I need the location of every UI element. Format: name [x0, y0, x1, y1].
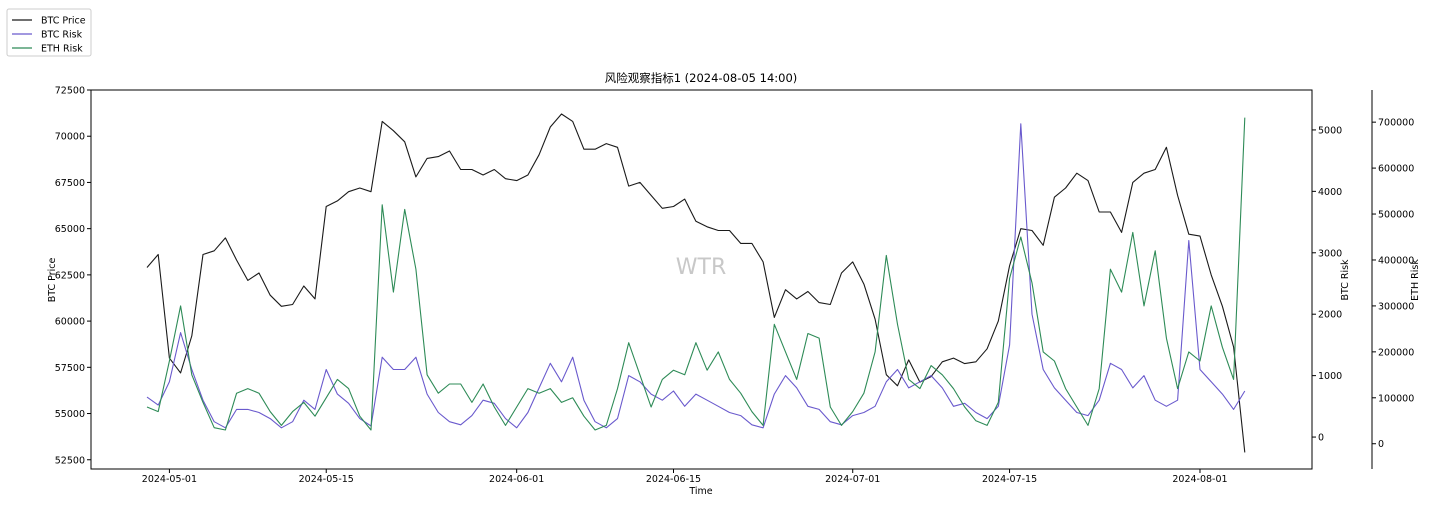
eth-risk-axis-ticks: 0 100000 200000 300000 400000 500000 600000 700… — [1372, 118, 1414, 450]
left-axis-tick-label: 70000 — [55, 132, 85, 143]
x-axis-ticks: 2024-05-01 2024-05-15 2024-06-01 2024-06-15… — [142, 469, 1228, 485]
legend-label-eth-risk: ETH Risk — [41, 44, 83, 55]
left-axis-tick-label: 62500 — [55, 270, 85, 281]
x-tick-label: 2024-07-01 — [825, 474, 880, 485]
left-axis-tick-label: 67500 — [55, 178, 85, 189]
left-axis-tick-label: 72500 — [55, 86, 85, 97]
btc-risk-axis-ticks: 0 1000 2000 3000 4000 5000 — [1312, 125, 1342, 444]
plot-frame — [90, 89, 1313, 470]
btc-risk-axis-tick-label: 1000 — [1318, 371, 1342, 382]
eth-risk-axis-tick-label: 500000 — [1378, 210, 1414, 221]
btc-risk-axis-tick-label: 2000 — [1318, 310, 1342, 321]
legend-label-btc-risk: BTC Risk — [41, 30, 83, 41]
left-axis-label: BTC Price — [47, 258, 58, 303]
x-tick-label: 2024-05-15 — [299, 474, 354, 485]
chart-title: 风险观察指标1 (2024-08-05 14:00) — [605, 71, 798, 85]
x-tick-label: 2024-07-15 — [982, 474, 1037, 485]
left-axis-tick-label: 55000 — [55, 409, 85, 420]
btc-risk-axis-tick-label: 4000 — [1318, 187, 1342, 198]
watermark: WTR — [676, 255, 726, 280]
x-tick-label: 2024-05-01 — [142, 474, 197, 485]
eth-risk-axis-tick-label: 0 — [1378, 439, 1384, 450]
left-axis-tick-label: 60000 — [55, 317, 85, 328]
legend-box — [6, 8, 92, 57]
chart-legend: BTC Price BTC Risk ETH Risk — [6, 8, 92, 57]
left-axis-ticks: 52500 55000 57500 60000 62500 65000 67500 70000… — [55, 86, 91, 466]
left-axis-tick-label: 57500 — [55, 363, 85, 374]
btc-risk-axis-tick-label: 0 — [1318, 433, 1324, 444]
left-axis-tick-label: 65000 — [55, 224, 85, 235]
eth-risk-axis-tick-label: 200000 — [1378, 347, 1414, 358]
series-layer — [146, 113, 1246, 453]
legend-label-btc-price: BTC Price — [41, 16, 86, 27]
x-tick-label: 2024-06-15 — [646, 474, 701, 485]
eth-risk-axis-tick-label: 100000 — [1378, 393, 1414, 404]
eth-risk-axis-label: ETH Risk — [1410, 259, 1421, 301]
series-line-btc-price — [146, 113, 1246, 453]
left-axis-tick-label: 52500 — [55, 455, 85, 466]
eth-risk-axis-tick-label: 300000 — [1378, 301, 1414, 312]
series-line-btc-risk — [146, 123, 1246, 429]
x-tick-label: 2024-06-01 — [489, 474, 544, 485]
eth-risk-axis-tick-label: 400000 — [1378, 255, 1414, 266]
btc-risk-axis-tick-label: 3000 — [1318, 248, 1342, 259]
series-line-eth-risk — [146, 117, 1246, 431]
x-tick-label: 2024-08-01 — [1172, 474, 1227, 485]
btc-risk-axis-label: BTC Risk — [1340, 259, 1351, 301]
btc-risk-axis-tick-label: 5000 — [1318, 125, 1342, 136]
eth-risk-axis-tick-label: 700000 — [1378, 118, 1414, 129]
eth-risk-axis-tick-label: 600000 — [1378, 164, 1414, 175]
x-axis-label: Time — [688, 486, 712, 497]
